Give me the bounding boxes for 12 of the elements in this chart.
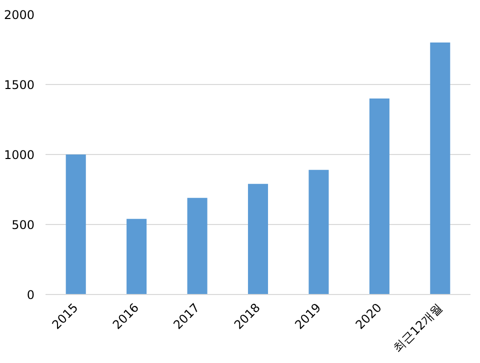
y-tick-label: 1500 <box>4 78 35 92</box>
y-tick-label: 1000 <box>4 148 35 162</box>
bar <box>248 184 268 294</box>
y-tick-label: 0 <box>26 288 35 302</box>
bar <box>187 198 208 294</box>
bar <box>126 218 147 294</box>
bar <box>308 170 329 294</box>
y-tick-label: 2000 <box>4 8 35 22</box>
bar <box>430 42 450 294</box>
bar <box>369 98 390 294</box>
y-tick-label: 500 <box>12 218 34 232</box>
bar <box>66 154 86 294</box>
